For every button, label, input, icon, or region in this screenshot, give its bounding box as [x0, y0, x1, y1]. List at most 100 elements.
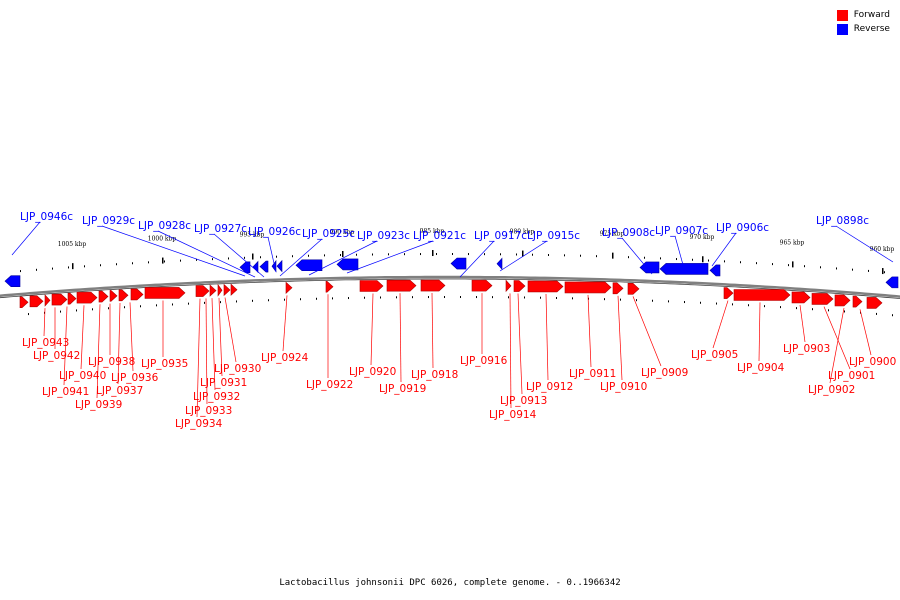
minor-tick: [132, 262, 133, 265]
minor-tick: [372, 253, 373, 256]
forward-leader-line: [758, 302, 761, 362]
minor-tick: [484, 253, 485, 256]
minor-tick: [356, 253, 357, 256]
minor-tick: [204, 301, 205, 304]
reverse-leader-line: [499, 240, 548, 272]
reverse-gene-arrow: [276, 259, 283, 273]
reverse-gene-arrow: [4, 275, 21, 287]
minor-tick: [180, 259, 181, 262]
minor-tick: [700, 301, 701, 304]
minor-tick: [892, 314, 893, 317]
reverse-gene-label: LJP_0917c: [474, 230, 527, 242]
reverse-leader-line: [11, 221, 41, 256]
minor-tick: [796, 307, 797, 310]
map-caption: Lactobacillus johnsonii DPC 6026, comple…: [279, 578, 621, 588]
forward-gene-label: LJP_0916: [460, 355, 508, 367]
minor-tick: [300, 298, 301, 301]
forward-gene-label: LJP_0935: [141, 358, 188, 370]
forward-gene-label: LJP_0904: [737, 362, 785, 374]
minor-tick: [412, 296, 413, 299]
major-tick: [342, 251, 344, 258]
minor-tick: [172, 303, 173, 306]
minor-tick: [692, 258, 693, 261]
reverse-leader-line: [459, 240, 495, 278]
minor-tick: [636, 299, 637, 302]
minor-tick: [84, 265, 85, 268]
minor-tick: [116, 263, 117, 266]
minor-tick: [620, 298, 621, 301]
minor-tick: [668, 300, 669, 303]
minor-tick: [436, 253, 437, 256]
minor-tick: [76, 309, 77, 312]
forward-leader-line: [517, 293, 523, 395]
forward-gene-arrow: [527, 280, 564, 293]
forward-gene-arrow: [44, 294, 51, 307]
reverse-leader-line: [267, 236, 277, 273]
minor-tick: [292, 255, 293, 258]
forward-gene-label: LJP_0942: [33, 350, 80, 362]
minor-tick: [316, 297, 317, 300]
minor-tick: [500, 253, 501, 256]
minor-tick: [772, 263, 773, 266]
forward-gene-label: LJP_0900: [849, 356, 896, 368]
reverse-leader-line: [101, 225, 246, 277]
minor-tick: [596, 255, 597, 258]
forward-leader-line: [196, 298, 201, 418]
reverse-gene-arrow: [639, 261, 660, 274]
forward-gene-label: LJP_0911: [569, 368, 616, 380]
forward-gene-arrow: [852, 295, 863, 308]
forward-leader-line: [282, 295, 288, 352]
minor-tick: [348, 297, 349, 300]
minor-tick: [476, 296, 477, 299]
forward-leader-line: [205, 298, 208, 405]
forward-leader-line: [43, 308, 46, 337]
minor-tick: [100, 264, 101, 267]
reverse-gene-label: LJP_0906c: [716, 222, 769, 234]
forward-gene-label: LJP_0937: [96, 385, 143, 397]
forward-gene-label: LJP_0936: [111, 372, 159, 384]
reverse-gene-arrow: [496, 257, 503, 271]
minor-tick: [332, 297, 333, 300]
forward-leader-line: [587, 294, 592, 368]
forward-gene-arrow: [223, 283, 231, 297]
minor-tick: [220, 301, 221, 304]
forward-gene-label: LJP_0913: [500, 395, 547, 407]
minor-tick: [276, 255, 277, 258]
forward-gene-label: LJP_0920: [349, 366, 396, 378]
minor-tick: [732, 303, 733, 306]
forward-gene-label: LJP_0910: [600, 381, 647, 393]
major-tick: [252, 253, 254, 260]
reverse-gene-label: LJP_0929c: [82, 215, 135, 227]
minor-tick: [540, 296, 541, 299]
minor-tick: [460, 296, 461, 299]
scale-label: 960 kbp: [870, 246, 895, 253]
major-tick: [72, 263, 74, 270]
major-tick: [612, 252, 614, 259]
minor-tick: [444, 296, 445, 299]
forward-gene-label: LJP_0918: [411, 369, 458, 381]
forward-gene-arrow: [118, 289, 129, 302]
minor-tick: [228, 257, 229, 260]
forward-gene-arrow: [285, 281, 293, 294]
minor-tick: [468, 253, 469, 256]
forward-gene-label: LJP_0902: [808, 384, 855, 396]
minor-tick: [164, 260, 165, 263]
scale-label: 985 kbp: [420, 228, 445, 235]
minor-tick: [252, 299, 253, 302]
minor-tick: [124, 306, 125, 309]
minor-tick: [876, 312, 877, 315]
minor-tick: [108, 307, 109, 310]
minor-tick: [884, 271, 885, 274]
minor-tick: [764, 305, 765, 308]
minor-tick: [492, 296, 493, 299]
minor-tick: [52, 267, 53, 270]
legend-reverse: Reverse: [836, 22, 890, 36]
forward-gene-arrow: [564, 281, 612, 294]
forward-gene-label: LJP_0924: [261, 352, 309, 364]
forward-gene-arrow: [195, 285, 210, 297]
minor-tick: [644, 256, 645, 259]
forward-gene-label: LJP_0914: [489, 409, 537, 421]
minor-tick: [716, 302, 717, 305]
minor-tick: [804, 265, 805, 268]
